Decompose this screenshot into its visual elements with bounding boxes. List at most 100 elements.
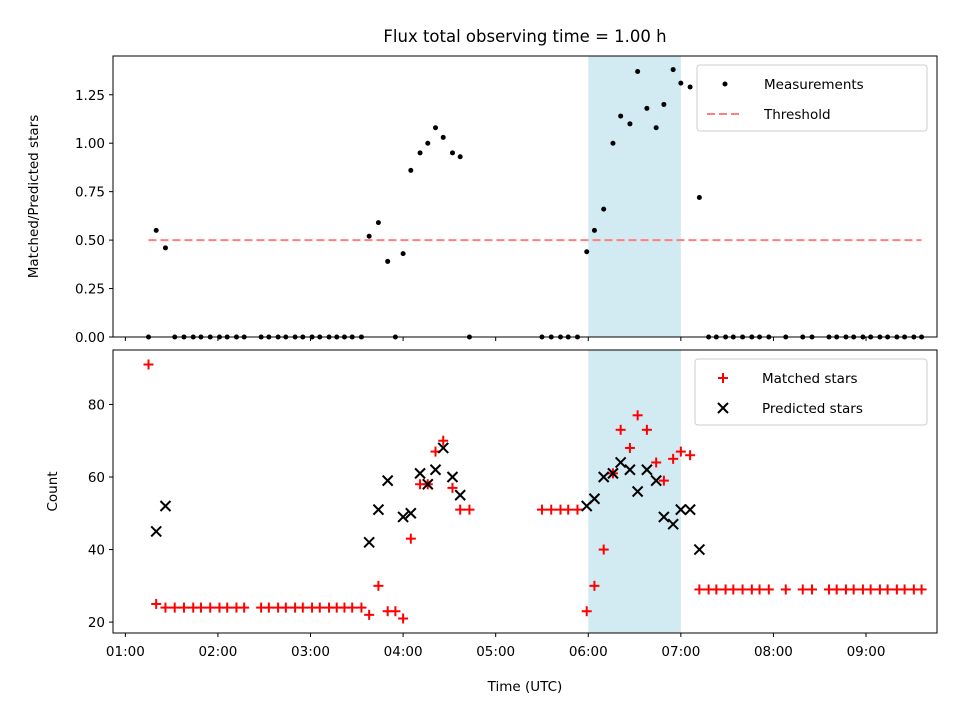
- data-point: [601, 206, 607, 212]
- series-matched-stars: [143, 359, 927, 624]
- data-point: [610, 140, 616, 146]
- y-tick-label: 60: [88, 470, 105, 486]
- top-panel: 0.00 0.25 0.50 0.75 1.00 1.25 Matched/Predicte…: [26, 55, 938, 346]
- data-point: [372, 503, 385, 516]
- data-point: [687, 84, 693, 90]
- y-tick-label: 0.75: [75, 185, 105, 201]
- data-point: [536, 504, 547, 515]
- data-point: [314, 602, 325, 613]
- data-point: [454, 489, 466, 501]
- data-point: [658, 511, 670, 523]
- y-axis-label: Count: [45, 471, 61, 511]
- axes-frame: [112, 349, 938, 634]
- data-point: [417, 150, 423, 156]
- data-point: [653, 125, 659, 131]
- data-point: [651, 457, 662, 468]
- data-point: [373, 580, 384, 591]
- data-point: [685, 450, 696, 461]
- data-point: [797, 584, 808, 595]
- data-point: [658, 475, 669, 486]
- legend-box: [696, 64, 928, 132]
- data-point: [408, 167, 414, 173]
- data-point: [440, 134, 446, 140]
- data-point: [364, 609, 375, 620]
- legend-box: [694, 358, 928, 426]
- data-point: [425, 140, 431, 146]
- data-point: [675, 503, 687, 516]
- legend: Matched stars Predicted stars: [694, 358, 928, 426]
- bottom-panel: 20 40 60 80 01:00 02:00 03:00 04:00 05:00 06:00 07…: [45, 349, 938, 695]
- data-point: [447, 482, 458, 493]
- series-measurements: [145, 67, 925, 340]
- data-point: [390, 606, 401, 617]
- x-tick-label: 04:00: [384, 644, 423, 660]
- y-tick-label: 1.00: [75, 136, 105, 152]
- data-point: [618, 113, 624, 119]
- data-point: [624, 442, 635, 453]
- x-tick-label: 05:00: [476, 644, 515, 660]
- legend-label: Predicted stars: [762, 401, 863, 417]
- legend: Measurements Threshold: [696, 64, 928, 132]
- legend-label: Threshold: [763, 107, 831, 123]
- data-point: [584, 249, 590, 255]
- data-point: [848, 584, 859, 595]
- data-point: [641, 424, 652, 435]
- data-point: [347, 602, 358, 613]
- data-point: [831, 584, 842, 595]
- data-point: [433, 125, 439, 131]
- y-tick-label: 0.25: [75, 282, 105, 298]
- axes-frame: [112, 55, 938, 338]
- x-tick-label: 06:00: [569, 644, 608, 660]
- data-point: [381, 474, 394, 487]
- data-point: [899, 584, 910, 595]
- data-point: [661, 101, 667, 107]
- data-point: [153, 227, 159, 233]
- data-point: [644, 105, 650, 111]
- legend-marker: [722, 81, 728, 87]
- data-point: [422, 478, 434, 490]
- data-point: [150, 525, 162, 538]
- data-point: [546, 504, 557, 515]
- data-point: [614, 456, 627, 469]
- data-point: [588, 493, 601, 505]
- data-point: [438, 435, 449, 446]
- x-tick-label: 01:00: [106, 644, 145, 660]
- legend-marker: [717, 402, 729, 414]
- data-point: [607, 467, 619, 480]
- data-point: [916, 584, 927, 595]
- data-point: [670, 67, 676, 73]
- data-point: [437, 442, 449, 454]
- data-point: [650, 474, 662, 487]
- x-tick-label: 09:00: [847, 644, 886, 660]
- data-point: [667, 518, 679, 530]
- data-point: [675, 446, 686, 457]
- data-point: [455, 504, 466, 515]
- data-point: [429, 464, 442, 476]
- data-point: [143, 359, 154, 370]
- data-point: [780, 584, 791, 595]
- data-point: [807, 584, 818, 595]
- data-point: [297, 602, 308, 613]
- data-point: [598, 544, 609, 555]
- data-point: [696, 194, 702, 200]
- data-point: [694, 584, 705, 595]
- data-point: [405, 533, 416, 544]
- chart-title: Flux total observing time = 1.00 h: [383, 27, 666, 46]
- data-point: [684, 503, 696, 516]
- data-point: [457, 154, 463, 160]
- data-point: [449, 150, 455, 156]
- data-point: [363, 536, 375, 549]
- data-point: [572, 504, 583, 515]
- x-tick-label: 02:00: [198, 644, 237, 660]
- x-axis-label: Time (UTC): [487, 679, 563, 695]
- data-point: [737, 584, 748, 595]
- data-point: [597, 471, 610, 483]
- data-point: [195, 602, 206, 613]
- data-point: [632, 410, 643, 421]
- data-point: [239, 602, 250, 613]
- data-point: [169, 602, 180, 613]
- data-point: [635, 69, 641, 75]
- y-tick-label: 0.50: [75, 233, 105, 249]
- data-point: [631, 485, 644, 498]
- legend-marker: [718, 373, 728, 383]
